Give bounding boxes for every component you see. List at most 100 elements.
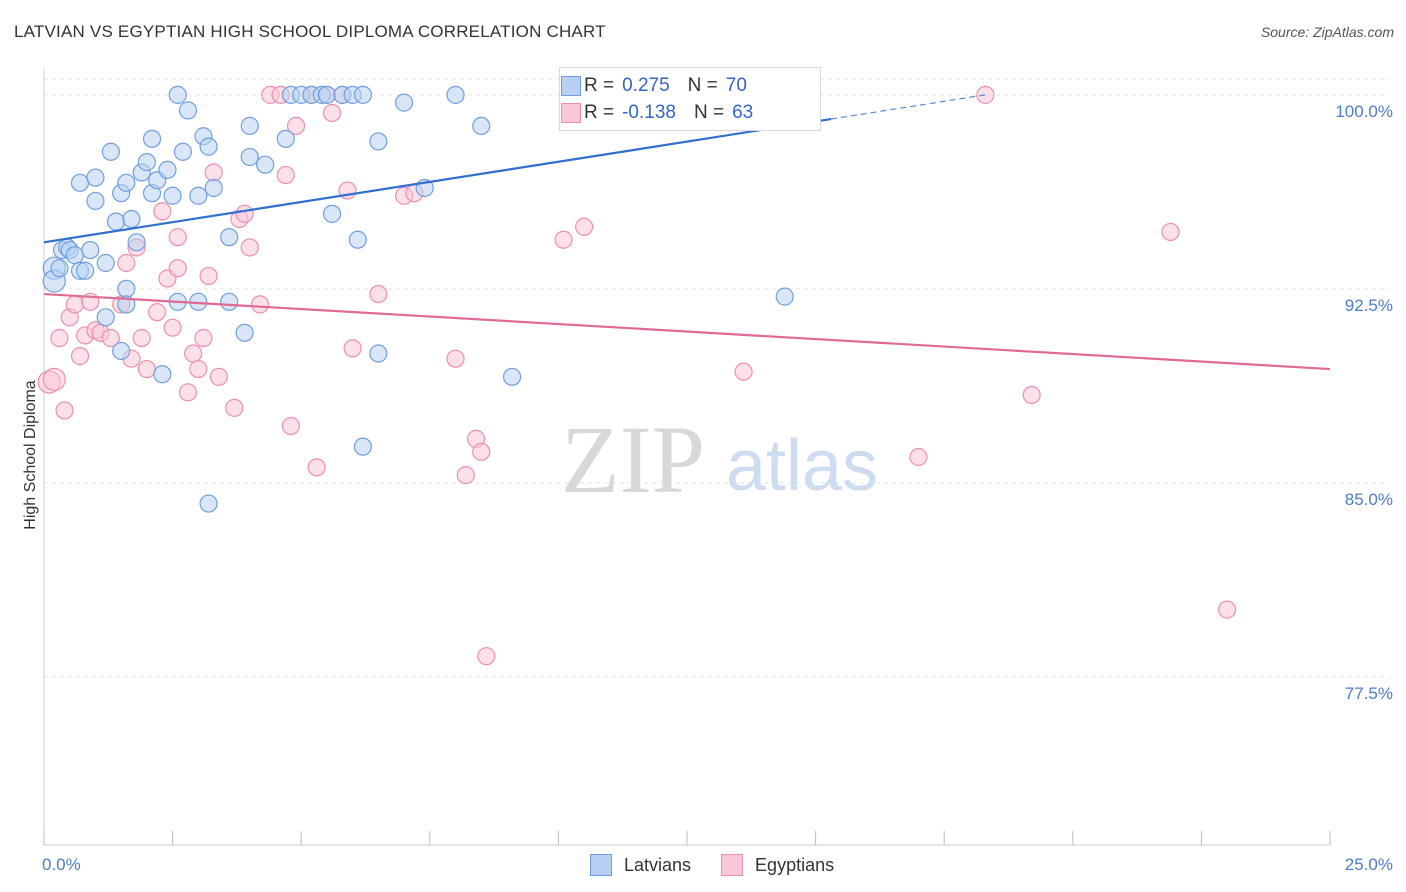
latvians-point (96, 253, 115, 273)
latvians-point (199, 494, 218, 513)
latvians-point (158, 160, 177, 179)
series-legend: Latvians Egyptians (590, 852, 864, 878)
r-label: R = (584, 75, 615, 96)
egyptians-point (194, 328, 213, 348)
egyptians-points (37, 85, 1237, 666)
egyptians-point (472, 442, 491, 461)
latvians-point (173, 142, 192, 161)
latvians-point (353, 437, 373, 456)
x-tick-label: 0.0% (42, 855, 81, 874)
egyptians-point (168, 259, 187, 278)
latvians-point (220, 292, 239, 311)
egyptians-point (1161, 222, 1180, 242)
latvians-point (369, 132, 388, 151)
latvians-point (446, 85, 465, 104)
latvians-point (240, 116, 259, 136)
latvians-point (106, 212, 126, 231)
egyptians-point (307, 458, 326, 477)
egyptians-point (204, 163, 223, 182)
egyptians-point (575, 217, 594, 236)
latvians-legend-swatch (590, 854, 612, 876)
egyptians-point (286, 116, 306, 136)
latvians-point (81, 240, 100, 260)
latvians-point (204, 178, 223, 198)
latvians-point (178, 101, 198, 120)
egyptians-point (456, 466, 475, 485)
legend-label-latvians: Latvians (624, 854, 692, 875)
latvians-point (317, 85, 337, 104)
x-tick-label: 25.0% (1345, 855, 1393, 874)
r-value: -0.138 (622, 102, 676, 123)
latvians-point (112, 341, 131, 361)
egyptians-point (101, 328, 120, 348)
latvians-point (394, 93, 414, 112)
r-value: 0.275 (622, 75, 670, 96)
egyptians-point (343, 339, 362, 358)
y-tick-label: 85.0% (1345, 490, 1393, 509)
legend-item-latvians[interactable]: Latvians (590, 854, 691, 876)
latvians-point (322, 204, 342, 223)
egyptians-point (70, 347, 90, 366)
egyptians-point (153, 202, 172, 221)
egyptians-point (477, 647, 496, 666)
egyptians-swatch (561, 103, 581, 123)
egyptians-point (168, 228, 187, 247)
latvians-point (775, 287, 794, 306)
latvians-point (256, 155, 275, 174)
legend-item-egyptians[interactable]: Egyptians (721, 854, 834, 876)
latvians-point (76, 261, 95, 280)
y-axis-title: High School Diploma (22, 380, 39, 530)
latvians-point (240, 147, 259, 167)
egyptians-point (225, 398, 244, 417)
latvians-point (220, 228, 239, 247)
egyptians-point (369, 284, 388, 304)
latvians-trend-extension (830, 94, 986, 120)
egyptians-point (117, 253, 136, 273)
latvians-point (86, 168, 105, 187)
latvians-points (42, 85, 794, 513)
egyptians-point (446, 349, 465, 368)
latvians-point (153, 365, 172, 384)
watermark-zip: ZIP (561, 406, 705, 513)
latvians-point (189, 186, 208, 205)
egyptians-point (240, 238, 259, 257)
latvians-point (137, 153, 156, 172)
egyptians-point (50, 328, 69, 348)
egyptians-point (1022, 385, 1041, 405)
egyptians-point (235, 204, 254, 223)
egyptians-trend-line (43, 292, 1331, 371)
latvians-point (50, 259, 69, 278)
egyptians-point (281, 416, 301, 436)
egyptians-point (184, 344, 203, 363)
latvians-point (122, 209, 141, 229)
egyptians-point (42, 367, 66, 391)
axes (43, 69, 1331, 846)
egyptians-point (554, 230, 573, 249)
latvians-point (168, 85, 187, 104)
stats-legend-egyptians: R = -0.138 N = 63 (561, 101, 753, 125)
egyptians-point (734, 362, 753, 381)
latvians-point (101, 142, 120, 161)
egyptians-legend-swatch (721, 854, 744, 876)
egyptians-point (163, 318, 182, 337)
egyptians-point (65, 295, 84, 314)
watermark: ZIP atlas (561, 406, 878, 513)
latvians-point (65, 246, 84, 265)
egyptians-point (178, 383, 198, 402)
legend-label-egyptians: Egyptians (755, 854, 835, 875)
latvians-point (163, 186, 182, 205)
n-label: N = (687, 75, 718, 96)
egyptians-point (199, 266, 218, 286)
latvians-point (348, 230, 367, 249)
latvians-point (235, 323, 254, 342)
latvians-point (353, 85, 373, 104)
latvians-point (117, 173, 136, 192)
trend-lines (43, 94, 1331, 371)
egyptians-point (148, 303, 167, 322)
chart-title: LATVIAN VS EGYPTIAN HIGH SCHOOL DIPLOMA … (14, 22, 606, 41)
egyptians-point (909, 447, 928, 467)
latvians-point (96, 308, 115, 327)
latvians-point (70, 173, 90, 192)
egyptians-point (1218, 600, 1237, 619)
watermark-atlas: atlas (726, 426, 878, 506)
